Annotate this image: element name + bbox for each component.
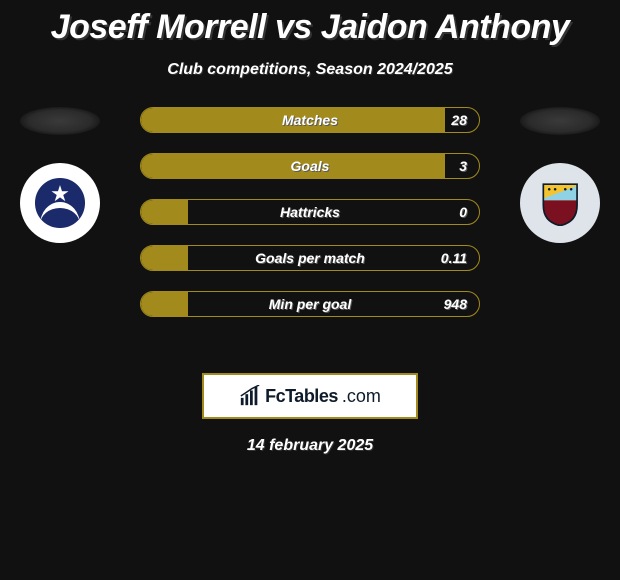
stat-bar: Goals per match 0.11 [140,245,480,271]
page-title: Joseff Morrell vs Jaidon Anthony [0,0,620,47]
stat-label: Goals per match [255,250,365,266]
crest-burnley [520,163,600,243]
stat-label: Goals [291,158,330,174]
club-badge-right [520,163,600,243]
crescent-icon [40,202,80,225]
bars-growth-icon [239,385,261,407]
stat-bar-fill [141,246,188,270]
stat-value: 0 [459,204,467,220]
stat-value: 0.11 [441,250,467,266]
stat-bar: Min per goal 948 [140,291,480,317]
stat-bar: Hattricks 0 [140,199,480,225]
crest-portsmouth: ★ [20,163,100,243]
player-shadow-left [20,107,100,135]
subtitle: Club competitions, Season 2024/2025 [0,61,620,79]
stat-value: 948 [444,296,467,312]
stat-bar-fill [141,200,188,224]
brand-name: FcTables [265,386,338,407]
stat-bar: Goals 3 [140,153,480,179]
brand-pill: FcTables.com [202,373,418,419]
stat-bar: Matches 28 [140,107,480,133]
date-line: 14 february 2025 [0,437,620,455]
brand-ext: .com [342,386,381,407]
comparison-stage: ★ Matches 28 Goals [0,107,620,367]
stat-bar-fill [141,292,188,316]
shield-icon [537,180,583,226]
stat-value: 28 [451,112,467,128]
club-badge-left: ★ [20,163,100,243]
stats-bars: Matches 28 Goals 3 Hattricks 0 Goals per… [140,107,480,337]
player-shadow-right [520,107,600,135]
stat-value: 3 [459,158,467,174]
stat-label: Min per goal [269,296,351,312]
stat-label: Hattricks [280,204,340,220]
stat-label: Matches [282,112,338,128]
